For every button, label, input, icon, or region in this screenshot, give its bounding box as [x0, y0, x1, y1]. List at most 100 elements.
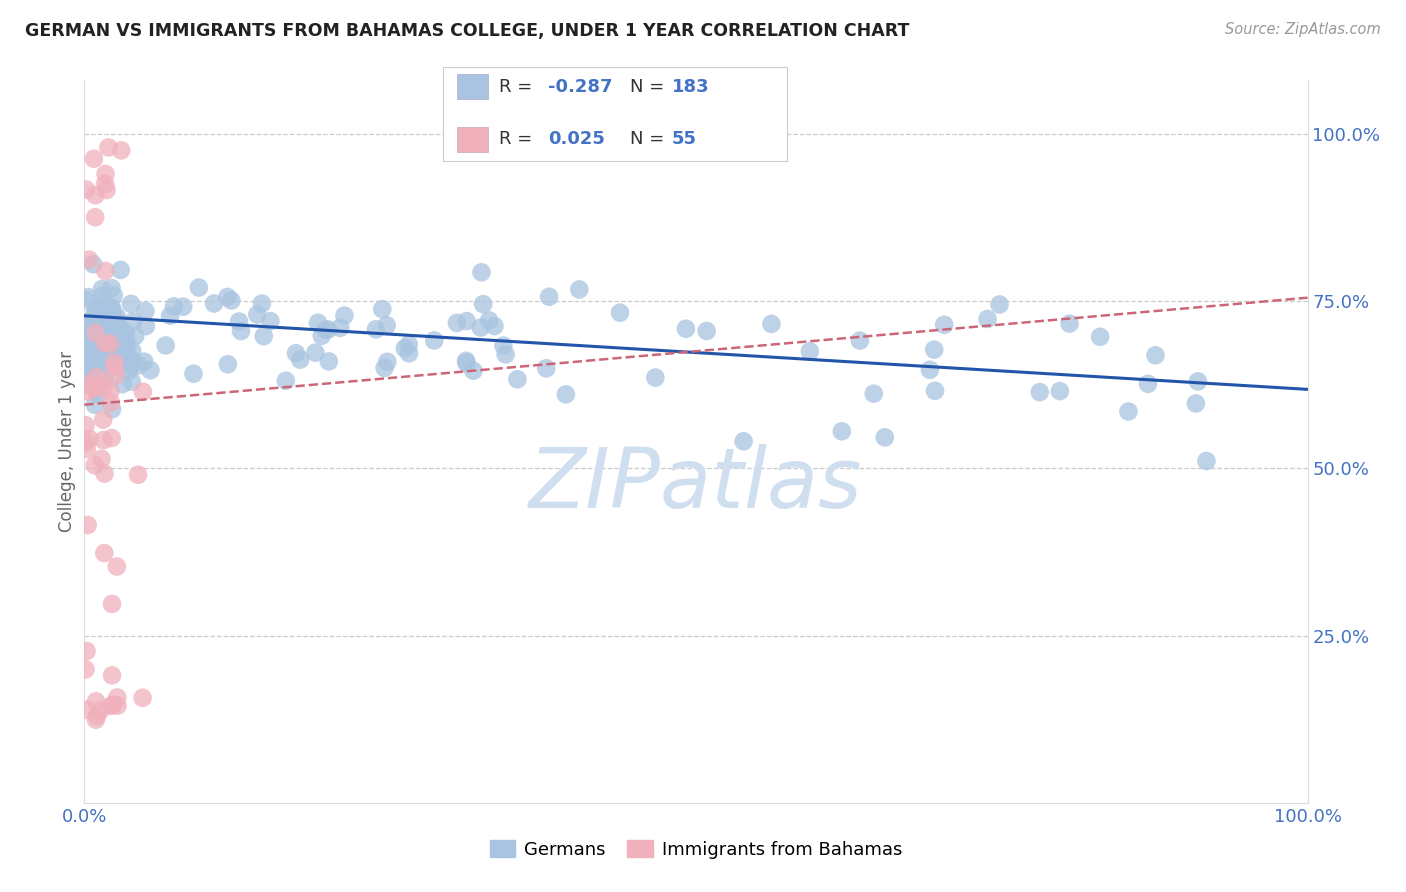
- Point: [93, 311, 115, 326]
- Point: [122, 314, 145, 328]
- Point: [96, 309, 118, 323]
- Point: [110, 263, 132, 277]
- Point: [76, 377, 98, 392]
- Point: [329, 320, 352, 334]
- Point: [374, 360, 396, 375]
- Point: [101, 698, 124, 712]
- Point: [96, 336, 118, 351]
- Point: [90, 315, 112, 329]
- Point: [84, 326, 107, 340]
- Point: [90, 340, 112, 354]
- Point: [105, 310, 128, 324]
- Point: [554, 387, 576, 401]
- Point: [484, 318, 506, 333]
- Point: [101, 301, 124, 316]
- Point: [873, 430, 896, 444]
- Point: [82, 326, 104, 341]
- Point: [394, 342, 416, 356]
- Point: [77, 317, 100, 331]
- Point: [101, 308, 124, 322]
- Point: [333, 309, 356, 323]
- Point: [83, 346, 105, 360]
- Point: [1136, 376, 1159, 391]
- Point: [134, 304, 156, 318]
- Text: R =: R =: [499, 130, 544, 148]
- Point: [90, 361, 112, 376]
- Point: [76, 703, 98, 717]
- Point: [538, 290, 561, 304]
- Point: [761, 317, 783, 331]
- Point: [97, 140, 120, 154]
- Point: [696, 324, 718, 338]
- Point: [127, 467, 149, 482]
- Point: [86, 381, 108, 395]
- Point: [75, 435, 97, 450]
- Text: 0.025: 0.025: [548, 130, 605, 148]
- Point: [84, 211, 107, 225]
- Point: [103, 360, 125, 375]
- Point: [98, 336, 121, 351]
- Point: [111, 323, 134, 337]
- Point: [77, 290, 100, 304]
- Point: [96, 363, 118, 377]
- Point: [90, 703, 112, 717]
- Point: [1088, 330, 1111, 344]
- Point: [644, 370, 666, 384]
- Point: [79, 333, 101, 347]
- Point: [84, 328, 107, 343]
- Point: [103, 355, 125, 369]
- Point: [446, 316, 468, 330]
- Point: [375, 318, 398, 333]
- Point: [82, 350, 104, 364]
- Point: [202, 296, 225, 310]
- Point: [456, 353, 478, 368]
- Point: [75, 662, 97, 676]
- Point: [104, 322, 127, 336]
- Point: [93, 433, 115, 447]
- Point: [77, 320, 100, 334]
- Point: [101, 597, 124, 611]
- Point: [114, 326, 136, 341]
- Point: [934, 318, 956, 332]
- Point: [217, 290, 239, 304]
- Point: [318, 354, 340, 368]
- Point: [115, 341, 138, 355]
- Point: [246, 308, 269, 322]
- Point: [108, 327, 131, 342]
- Point: [83, 308, 105, 322]
- Point: [311, 328, 333, 343]
- Point: [76, 372, 98, 386]
- Point: [1059, 317, 1081, 331]
- Point: [250, 296, 273, 310]
- Point: [100, 396, 122, 410]
- Point: [76, 348, 98, 362]
- Point: [217, 357, 239, 371]
- Point: [76, 518, 98, 533]
- Point: [1118, 404, 1140, 418]
- Point: [922, 343, 945, 357]
- Point: [96, 310, 118, 324]
- Point: [121, 375, 143, 389]
- Point: [94, 177, 117, 191]
- Point: [183, 367, 205, 381]
- Point: [79, 359, 101, 374]
- Point: [100, 431, 122, 445]
- Point: [135, 319, 157, 334]
- Point: [103, 310, 125, 324]
- Point: [76, 384, 98, 399]
- Point: [229, 324, 252, 338]
- Point: [375, 355, 398, 369]
- Point: [84, 302, 107, 317]
- Point: [96, 331, 118, 345]
- Point: [82, 328, 104, 343]
- Point: [75, 182, 97, 196]
- Text: R =: R =: [499, 78, 538, 95]
- Point: [253, 329, 276, 343]
- Point: [1195, 454, 1218, 468]
- Point: [86, 387, 108, 401]
- Point: [86, 370, 108, 384]
- Point: [609, 306, 631, 320]
- Point: [163, 299, 186, 313]
- Point: [96, 317, 118, 331]
- Point: [228, 314, 250, 328]
